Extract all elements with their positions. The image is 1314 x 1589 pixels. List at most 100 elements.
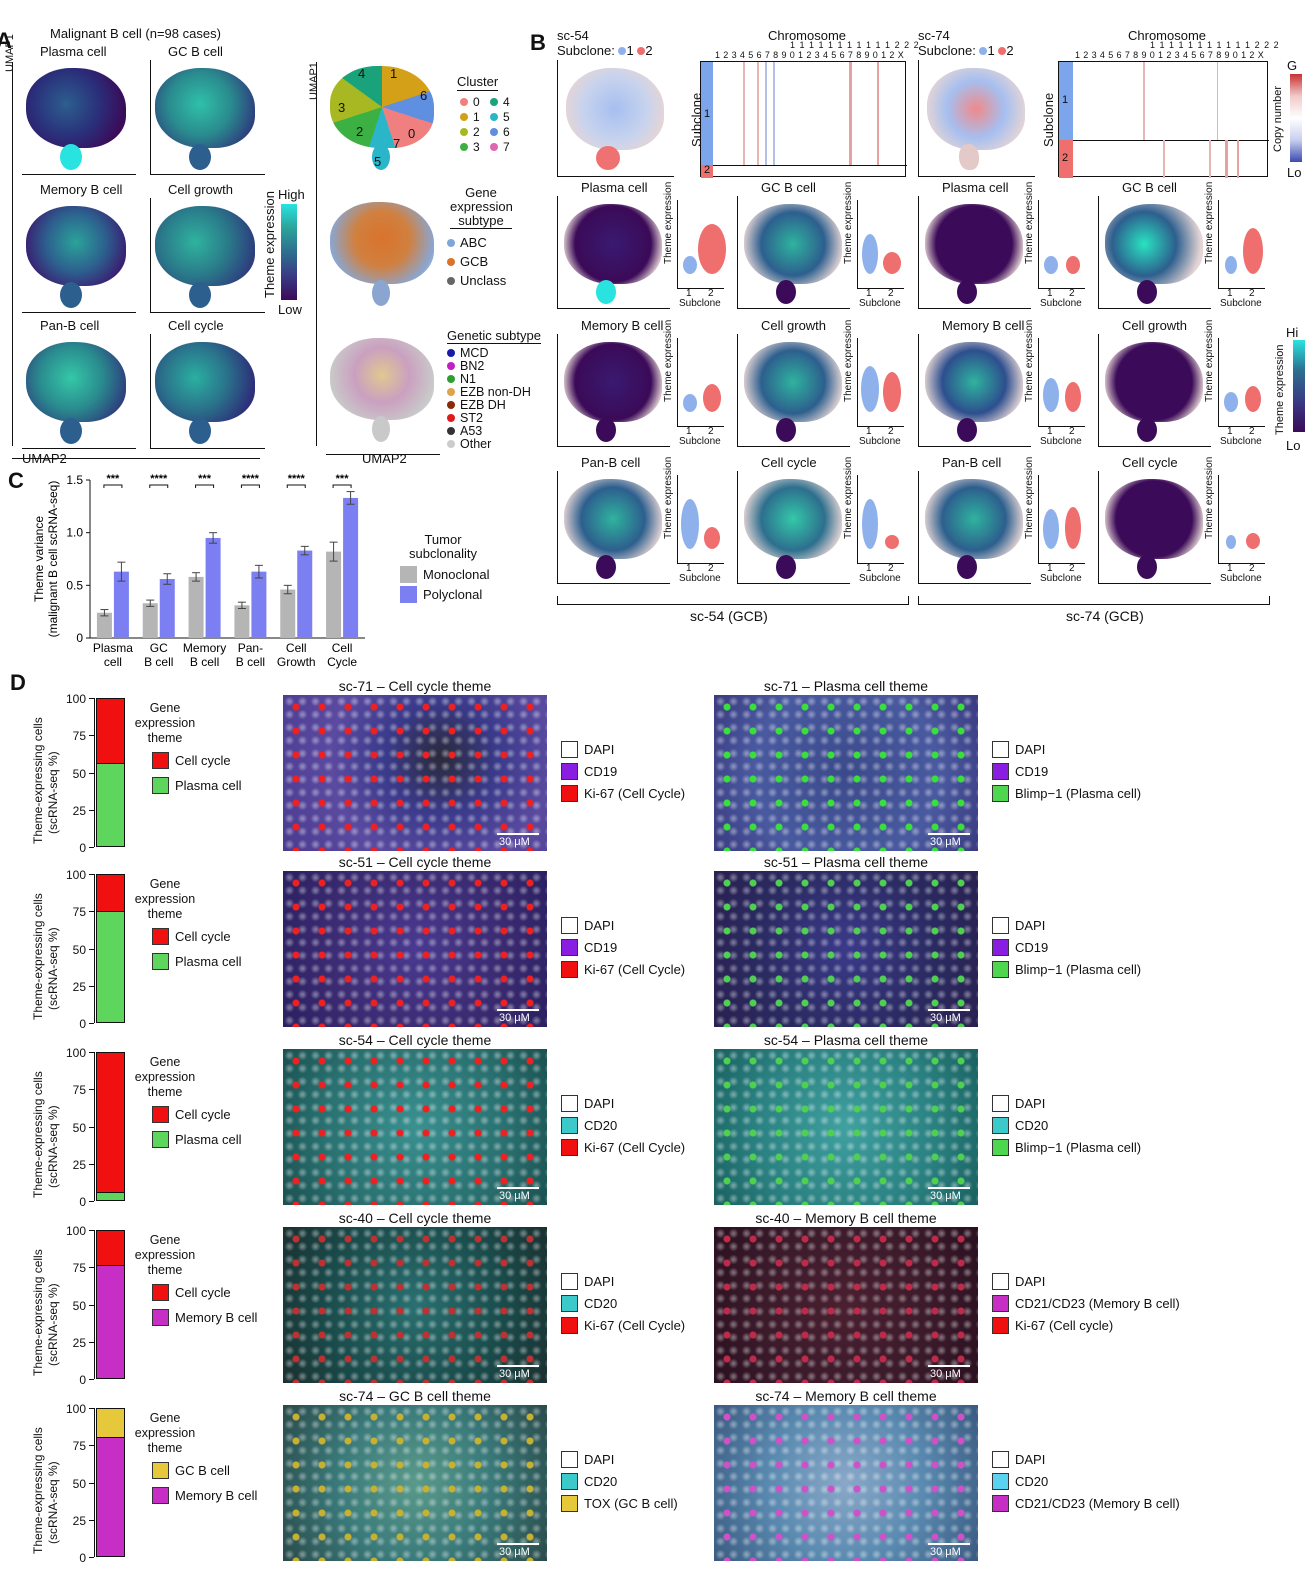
d-ytick-label: 100 [65,1402,86,1416]
cluster-dot [460,142,468,151]
d-ylabel-1: Theme-expressing cells [31,1249,45,1376]
theme-umap-title: Pan-B cell [942,455,1002,470]
sig-bracket [149,484,169,488]
cluster-legend-item: 3 [460,139,490,154]
d-ylabel-2: (scRNA-seq %) [46,751,60,834]
sc54-subclone-legend: Subclone: 1 2 [557,43,653,58]
sc54-sub1-label: 1 [704,108,711,120]
umap-title: GC B cell [168,44,223,59]
marker-legend-item: Ki-67 (Cell Cycle) [561,1314,685,1336]
subclone-2-dot [637,47,646,55]
violin-xtick-1: 1 [686,426,692,437]
colorbar-low: Low [278,302,302,317]
umap-tail [957,555,977,579]
umap-tail [957,280,977,304]
umap2-axis-2 [326,454,440,455]
marker-legend-item: CD21/CD23 (Memory B cell) [992,1492,1180,1514]
violin-plot [677,200,726,289]
chromosome-label-sc54: Chromosome [768,28,847,43]
umap-cells [564,204,662,284]
subclone-theme-umap [918,334,1031,447]
violin-ylabel: Theme expression [663,319,674,402]
umap-cells [925,479,1023,559]
d-ytick [89,1304,94,1306]
theme-umap-title: Cell cycle [761,455,817,470]
violin-ylabel: Theme expression [1024,456,1035,539]
sig-bracket [286,484,306,488]
marker-swatch [992,1294,1009,1312]
marker-legend-item: CD20 [561,1470,617,1492]
micrograph: 30 μM [283,1405,547,1561]
subclone-axis-sc74: Subclone [1041,92,1056,147]
micrograph: 30 μM [714,695,978,851]
copy-number-colorbar [1290,74,1302,162]
cluster-number-label: 4 [358,66,366,81]
d-ytick-label: 100 [65,692,86,706]
polyclonal-swatch [400,585,417,603]
cluster-legend-item: 4 [490,94,520,109]
bar-monoclonal [234,605,250,638]
umap-tail [776,280,796,304]
micrograph-title: sc-71 – Cell cycle theme [338,678,492,694]
d-legend-swatch [152,1308,169,1326]
violin-xlabel: Subclone [1220,573,1262,584]
violin-xtick-2: 2 [708,288,714,299]
chrom-ticks-row1: 1 1 1 1 1 1 1 1 1 1 1 2 2 2 [790,40,920,50]
subclone-theme-umap [557,471,670,584]
micrograph: 30 μM [283,1049,547,1205]
umap-tail [372,416,390,442]
micrograph-title: sc-40 – Memory B cell theme [755,1210,937,1226]
umap-tail [60,282,82,308]
sc74-sub1-label: 1 [1062,94,1069,106]
marker-legend-item: DAPI [561,1448,614,1470]
theme-umap-title: Pan-B cell [581,455,641,470]
d-y-axis [94,1052,95,1201]
d-ylabel-2: (scRNA-seq %) [46,927,60,1010]
stacked-bar [96,1230,125,1379]
d-legend-swatch [152,1461,169,1479]
gex-dot [447,276,455,285]
violin-subclone-1 [862,499,878,549]
genetic-subtype-umap [326,332,440,446]
d-ytick-label: 100 [65,868,86,882]
sc74-subclone-umap [918,60,1035,177]
d-ytick [89,985,94,987]
subclone-1-dot [979,47,988,55]
umap-cells [26,206,126,286]
umap-title: Plasma cell [40,44,107,59]
umap-tail [596,555,616,579]
marker-swatch [561,740,578,758]
sc74-sub2-label: 2 [1062,152,1069,164]
micrograph: 30 μM [283,1227,547,1383]
violin-plot [677,338,724,427]
c-xtick-label-1: Memory [183,641,226,655]
scale-bar-label: 30 μM [930,1012,961,1024]
d-y-axis [94,1408,95,1557]
d-ytick-label: 25 [72,1513,86,1528]
d-ytick [89,911,94,913]
umap-tail [776,555,796,579]
marker-legend-item: CD19 [561,760,617,782]
d-ytick-label: 75 [72,729,86,744]
bar-monoclonal [142,603,158,638]
violin-plot [1038,475,1085,564]
subclone-theme-umap [1098,334,1211,447]
c-xtick-label-2: cell [104,655,122,669]
umap-tail [60,418,82,444]
d-ytick [89,1519,94,1521]
d-legend-item: Plasma cell [152,950,241,972]
umap-cells [744,342,842,422]
sc54-sub2-label: 2 [704,164,711,176]
sig-bracket [195,484,215,488]
micrograph: 30 μM [714,1405,978,1561]
genetic-dot [447,374,455,383]
d-ytick [89,1052,94,1053]
cluster-legend-item: 7 [490,139,520,154]
stacked-bar [96,1052,125,1201]
d-ytick [89,1089,94,1091]
c-ytick-label: 1.0 [66,526,83,540]
c-xtick-label-1: GC [150,641,168,655]
bar-polyclonal [251,571,267,638]
c-xtick-label-2: Cycle [327,655,357,669]
cluster-dot [490,127,498,136]
